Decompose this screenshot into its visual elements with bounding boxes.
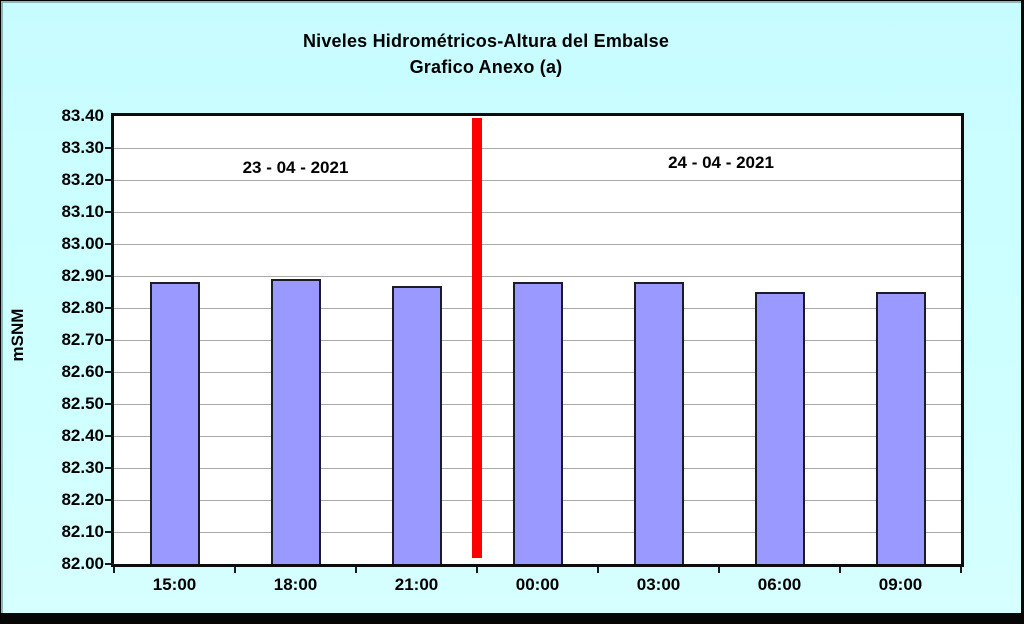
y-axis-tick-label: 82.70 (61, 330, 104, 349)
y-axis-tick-label: 82.60 (61, 362, 104, 381)
y-axis-tick-label: 83.30 (61, 138, 104, 157)
x-axis-tick-label: 00:00 (515, 575, 560, 594)
bar (633, 282, 684, 564)
y-axis-tick-label: 82.50 (61, 394, 104, 413)
y-axis-tick (105, 211, 114, 213)
bar (391, 285, 442, 564)
y-axis-tick (105, 531, 114, 533)
bar (270, 279, 321, 564)
y-axis-tick-label: 82.40 (61, 426, 104, 445)
y-axis-tick-label: 83.00 (61, 234, 104, 253)
y-axis-tick (105, 243, 114, 245)
x-axis-tick (234, 567, 236, 573)
y-axis-tick (105, 307, 114, 309)
period-label-left: 23 - 04 - 2021 (242, 158, 349, 177)
y-axis-tick (105, 147, 114, 149)
y-axis-tick (105, 179, 114, 181)
y-axis-tick (105, 339, 114, 341)
gridline (114, 275, 961, 277)
y-axis-tick-label: 82.30 (61, 458, 104, 477)
y-axis-tick-label: 82.10 (61, 522, 104, 541)
x-axis-tick (839, 567, 841, 573)
x-axis-tick-label: 15:00 (152, 575, 197, 594)
x-axis-tick (597, 567, 599, 573)
y-axis-tick (105, 435, 114, 437)
y-axis-tick (105, 563, 114, 565)
x-axis-tick-label: 18:00 (273, 575, 318, 594)
x-axis-tick (355, 567, 357, 573)
y-axis-tick (105, 403, 114, 405)
x-axis-tick (113, 567, 115, 573)
bar (754, 292, 805, 564)
x-axis-tick-label: 21:00 (394, 575, 439, 594)
y-axis-tick-label: 83.40 (61, 106, 104, 125)
gridline (114, 243, 961, 245)
chart-title-line1: Niveles Hidrométricos-Altura del Embalse (302, 31, 670, 51)
gridline (114, 179, 961, 181)
y-axis-tick (105, 499, 114, 501)
x-axis-tick-label: 06:00 (757, 575, 802, 594)
y-axis-tick-label: 83.10 (61, 202, 104, 221)
y-axis-tick-label: 82.90 (61, 266, 104, 285)
x-axis-tick-label: 09:00 (878, 575, 923, 594)
gridline (114, 211, 961, 213)
chart-stage: Niveles Hidrométricos-Altura del Embalse… (1, 1, 1021, 613)
plot-area (111, 113, 964, 567)
day-divider-line (472, 118, 482, 558)
gridline (114, 147, 961, 149)
x-axis-tick (476, 567, 478, 573)
y-axis-tick (105, 467, 114, 469)
y-axis-title: mSNM (8, 308, 27, 362)
x-axis-tick (960, 567, 962, 573)
chart-title-line2: Grafico Anexo (a) (409, 57, 563, 77)
period-label-right: 24 - 04 - 2021 (668, 153, 774, 172)
y-axis-tick-label: 82.20 (61, 490, 104, 509)
x-axis-tick (718, 567, 720, 573)
x-axis-tick-label: 03:00 (636, 575, 681, 594)
y-axis-tick-label: 82.80 (61, 298, 104, 317)
bar (149, 282, 200, 564)
y-axis-tick (105, 371, 114, 373)
y-axis-tick-label: 83.20 (61, 170, 104, 189)
y-axis-tick (105, 275, 114, 277)
bar (512, 282, 563, 564)
bar (875, 292, 926, 564)
y-axis-tick-label: 82.00 (61, 554, 104, 573)
chart-title: Niveles Hidrométricos-Altura del Embalse… (111, 28, 861, 80)
